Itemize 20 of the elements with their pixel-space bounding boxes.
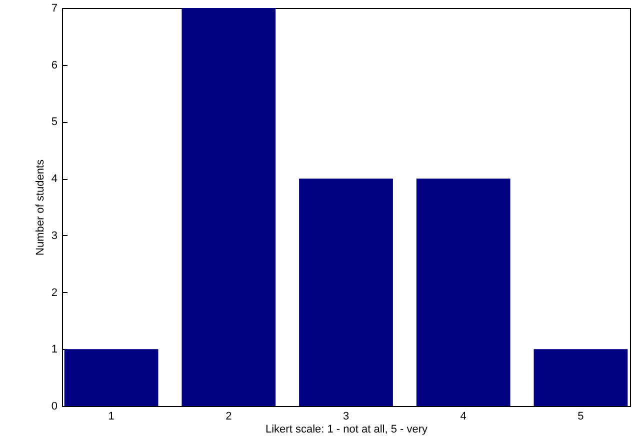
- x-tick-label: 4: [460, 410, 466, 422]
- x-tick-label: 1: [108, 410, 114, 422]
- x-axis-title: Likert scale: 1 - not at all, 5 - very: [265, 424, 428, 436]
- y-tick-label: 7: [51, 2, 58, 14]
- y-tick-label: 3: [51, 230, 58, 242]
- y-tick-label: 0: [51, 400, 58, 412]
- x-tick-label: 5: [578, 410, 584, 422]
- bar: [416, 178, 510, 406]
- bar: [182, 8, 276, 406]
- y-tick-label: 5: [51, 116, 58, 128]
- x-tick-label: 3: [342, 410, 350, 422]
- y-axis-title: Number of students: [34, 159, 46, 256]
- y-tick-label: 4: [51, 173, 58, 186]
- x-tick-label: 2: [226, 410, 232, 422]
- bar: [64, 349, 158, 406]
- bar: [534, 349, 628, 406]
- y-tick-label: 2: [51, 286, 58, 299]
- y-tick-label: 1: [51, 344, 58, 356]
- y-tick-label: 6: [51, 59, 58, 72]
- bar: [299, 178, 393, 406]
